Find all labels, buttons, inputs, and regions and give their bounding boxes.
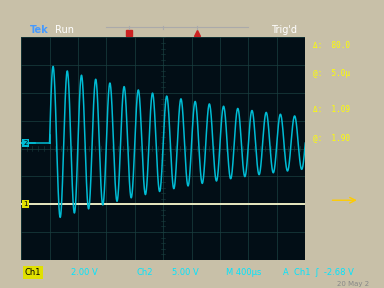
Text: 5.00 V: 5.00 V (172, 268, 199, 277)
Text: @:  1.90: @: 1.90 (313, 134, 350, 143)
Text: 20 May 2: 20 May 2 (337, 281, 369, 287)
Text: 1: 1 (23, 201, 28, 207)
Text: Trig'd: Trig'd (271, 24, 297, 35)
Text: @:  5.0μ: @: 5.0μ (313, 69, 350, 78)
Text: Δ:  1.09: Δ: 1.09 (313, 105, 350, 114)
Text: Δ:  80.0: Δ: 80.0 (313, 41, 350, 50)
Text: Tek: Tek (30, 24, 48, 35)
Text: 2.00 V: 2.00 V (71, 268, 98, 277)
Text: 2: 2 (23, 140, 28, 146)
Text: Run: Run (55, 24, 74, 35)
Text: A  Ch1  ʃ  -2.68 V: A Ch1 ʃ -2.68 V (283, 268, 354, 277)
Text: Ch1: Ch1 (25, 268, 41, 277)
Text: M 400μs: M 400μs (226, 268, 261, 277)
Text: Ch2: Ch2 (136, 268, 152, 277)
